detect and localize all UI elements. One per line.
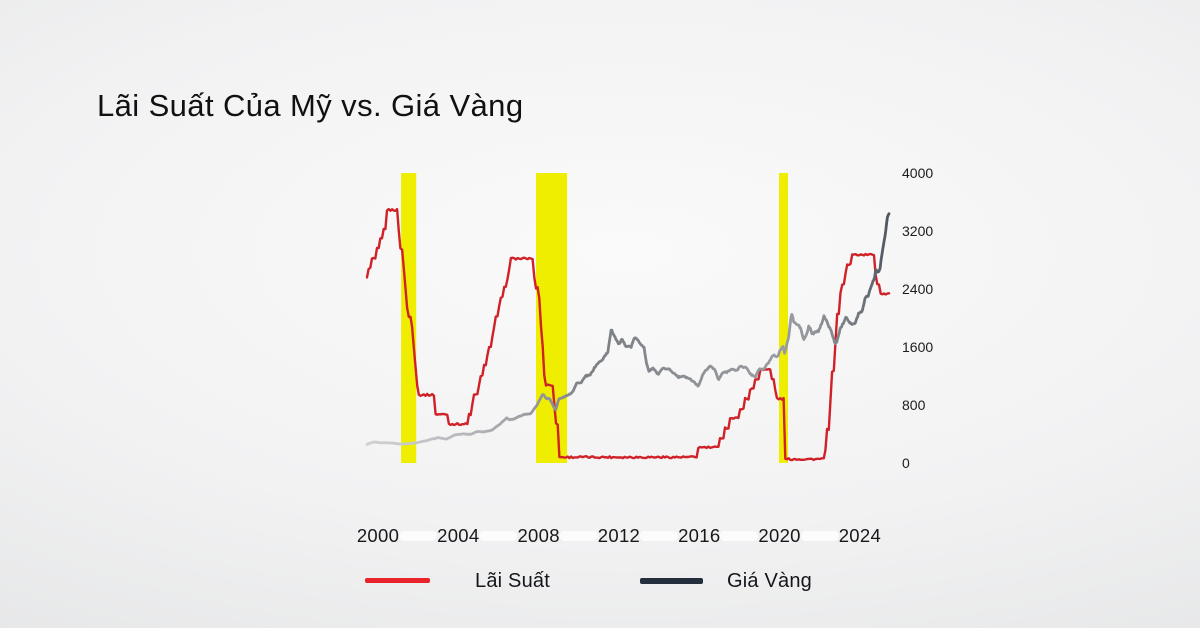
x-axis-separator <box>479 531 518 541</box>
y-axis-label-800: 800 <box>902 397 926 413</box>
legend-swatch-gold <box>640 578 703 584</box>
plot-area <box>365 173 891 463</box>
legend-label-gold: Giá Vàng <box>727 570 812 592</box>
y-axis-label-1600: 1600 <box>902 339 934 355</box>
y-axis-label-0: 0 <box>902 455 910 471</box>
y-axis-label-2400: 2400 <box>902 281 934 297</box>
gold-price-line <box>365 212 891 446</box>
y-axis-label-4000: 4000 <box>902 165 934 181</box>
x-axis-separator <box>720 531 759 541</box>
x-axis-label-2016: 2016 <box>678 525 721 546</box>
legend-label-interest-rate: Lãi Suất <box>475 570 550 592</box>
interest-rate-line <box>365 207 891 462</box>
x-axis-separator <box>640 531 679 541</box>
recession-band-recession-2020 <box>779 173 788 463</box>
x-axis-separator <box>399 531 438 541</box>
x-axis-separator <box>800 531 839 541</box>
x-axis-label-2000: 2000 <box>356 525 400 546</box>
legend-swatch-interest-rate <box>365 578 430 583</box>
x-axis-separator <box>559 531 598 541</box>
x-axis-label-2024: 2024 <box>838 525 882 546</box>
x-axis-label-2008: 2008 <box>517 525 560 546</box>
page-title: Lãi Suất Của Mỹ vs. Giá Vàng <box>97 88 524 123</box>
y-axis-label-3200: 3200 <box>902 223 934 239</box>
x-axis-label-2012: 2012 <box>597 525 641 546</box>
x-axis-label-2004: 2004 <box>437 525 480 546</box>
x-axis-label-2020: 2020 <box>758 525 801 546</box>
